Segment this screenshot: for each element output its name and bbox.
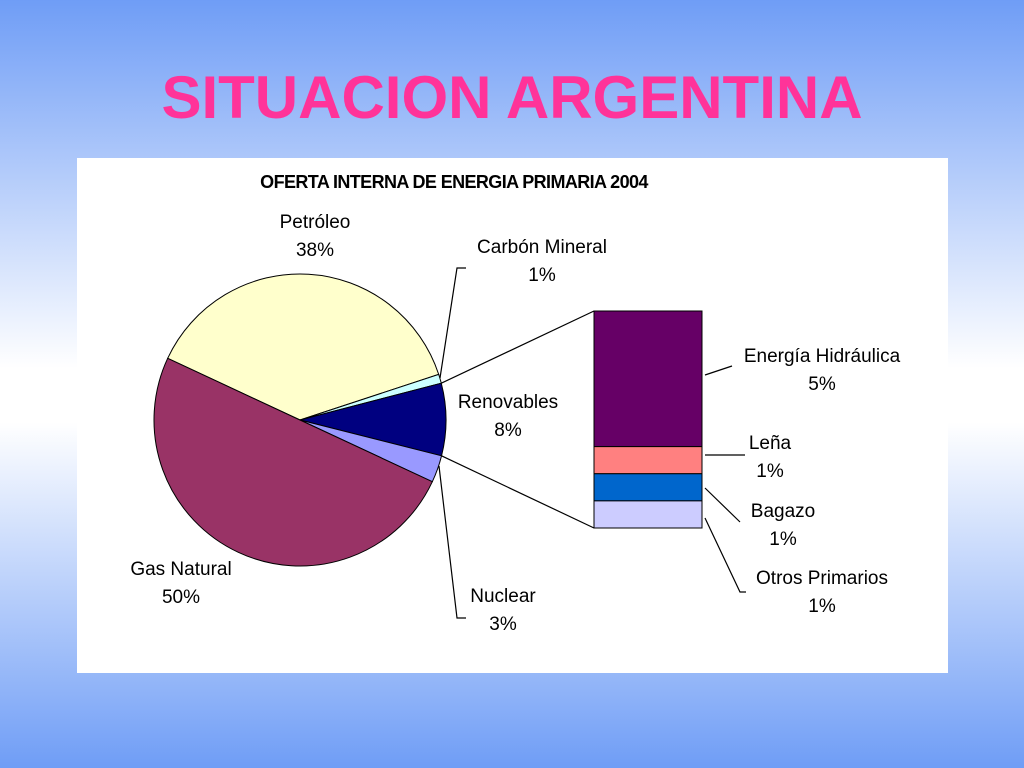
- slice-value: 8%: [494, 420, 522, 441]
- leader-lines: [438, 267, 746, 619]
- slice-value: 1%: [528, 265, 556, 286]
- slice-label: Renovables: [458, 392, 558, 413]
- segment-label: Bagazo: [751, 501, 815, 522]
- slice-label: Gas Natural: [130, 559, 231, 580]
- segment-label: Energía Hidráulica: [744, 346, 901, 367]
- slide-title: SITUACION ARGENTINA: [161, 64, 862, 131]
- bar-segment: [593, 473, 703, 502]
- segment-value: 1%: [808, 596, 836, 617]
- segment-value: 5%: [808, 374, 836, 395]
- slice-label: Carbón Mineral: [477, 237, 607, 258]
- slice-value: 38%: [296, 240, 334, 261]
- bar-segment: [593, 500, 703, 529]
- pie-slice: [153, 357, 433, 567]
- pie-slice: [167, 273, 440, 421]
- bar-segment: [593, 310, 703, 448]
- slice-label: Petróleo: [280, 212, 351, 233]
- slice-label: Nuclear: [470, 586, 536, 607]
- slice-value: 3%: [489, 614, 517, 635]
- segment-label: Otros Primarios: [756, 568, 888, 589]
- segment-label: Leña: [749, 433, 792, 454]
- slice-value: 50%: [162, 587, 200, 608]
- bar-segment: [593, 446, 703, 475]
- connector: [441, 455, 595, 529]
- chart-title: OFERTA INTERNA DE ENERGIA PRIMARIA 2004: [260, 172, 648, 192]
- segment-value: 1%: [756, 461, 784, 482]
- connector: [441, 310, 595, 384]
- segment-value: 1%: [769, 529, 797, 550]
